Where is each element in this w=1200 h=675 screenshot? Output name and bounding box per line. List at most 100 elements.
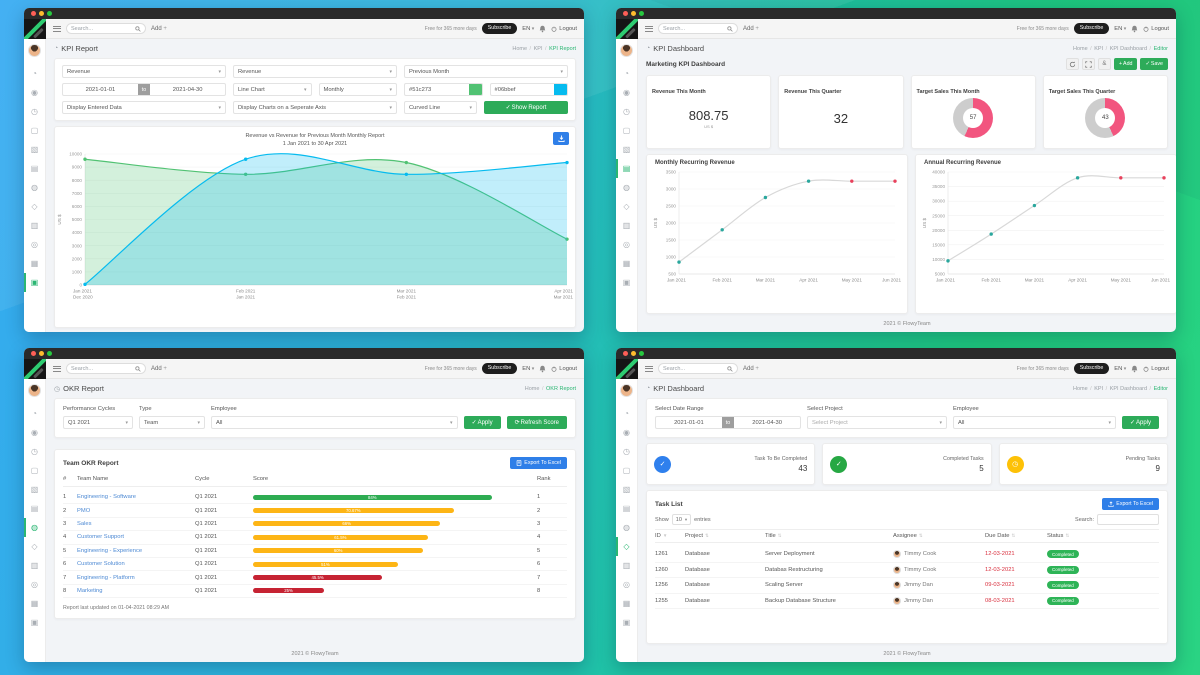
breadcrumb-segment[interactable]: KPI: [1094, 45, 1104, 52]
axis-mode-select[interactable]: Display Charts on a Seperate Axis: [233, 101, 397, 114]
refresh-dashboard-button[interactable]: [1065, 58, 1079, 70]
sidebar-calendar-icon[interactable]: ▦: [622, 599, 631, 608]
series1-color-swatch[interactable]: [468, 84, 482, 95]
sidebar-dashboard-icon[interactable]: ◔: [32, 69, 37, 78]
table-search-input[interactable]: [1097, 514, 1159, 525]
close-window-button[interactable]: [623, 11, 628, 16]
notifications-bell-icon[interactable]: [539, 365, 546, 373]
search-input[interactable]: Search...: [658, 23, 738, 34]
menu-toggle-icon[interactable]: [53, 25, 61, 32]
search-input[interactable]: Search...: [66, 23, 146, 34]
sidebar-door-icon[interactable]: ▢: [622, 126, 631, 135]
logout-button[interactable]: Logout: [1143, 366, 1169, 372]
sidebar-cloud-icon[interactable]: ◍: [623, 183, 630, 192]
menu-toggle-icon[interactable]: [53, 365, 61, 372]
user-avatar[interactable]: [620, 384, 633, 397]
cycle-select[interactable]: Q1 2021: [63, 416, 133, 429]
notifications-bell-icon[interactable]: [1131, 25, 1138, 33]
minimize-window-button[interactable]: [39, 11, 44, 16]
window-titlebar[interactable]: [24, 348, 584, 359]
sidebar-wallet-icon[interactable]: ▣: [622, 618, 631, 627]
sort-icon[interactable]: ⇅: [918, 533, 923, 538]
window-titlebar[interactable]: [616, 348, 1176, 359]
save-dashboard-button[interactable]: Save: [1140, 58, 1168, 70]
display-data-select[interactable]: Display Entered Data: [62, 101, 226, 114]
employee-select[interactable]: All: [211, 416, 458, 429]
line-style-select[interactable]: Curved Line: [404, 101, 478, 114]
sidebar-focus-icon[interactable]: ◎: [623, 240, 630, 249]
search-input[interactable]: Search...: [658, 363, 738, 374]
flowyteam-logo[interactable]: [616, 19, 638, 39]
logout-button[interactable]: Logout: [551, 26, 577, 32]
breadcrumb-segment[interactable]: Home: [512, 45, 528, 52]
sidebar-wallet-icon[interactable]: ▣: [24, 273, 45, 292]
sidebar-target-icon[interactable]: ◇: [31, 202, 38, 211]
sort-icon[interactable]: ⇅: [1065, 533, 1070, 538]
menu-toggle-icon[interactable]: [645, 25, 653, 32]
breadcrumb[interactable]: Home / OKR Report: [525, 386, 576, 392]
sidebar-target-icon[interactable]: ◇: [31, 542, 38, 551]
sidebar-hourglass-icon[interactable]: ▧: [30, 485, 39, 494]
sidebar-tasks-icon[interactable]: ▤: [30, 504, 39, 513]
logout-button[interactable]: Logout: [1143, 26, 1169, 32]
kpi-select-1[interactable]: Revenue: [62, 65, 226, 78]
sidebar-calendar-icon[interactable]: ▦: [30, 599, 39, 608]
logout-button[interactable]: Logout: [551, 366, 577, 372]
language-selector[interactable]: EN: [1114, 26, 1126, 32]
sidebar-dashboard-icon[interactable]: ◔: [624, 69, 629, 78]
language-selector[interactable]: EN: [1114, 366, 1126, 372]
sidebar-wallet-icon[interactable]: ▣: [30, 618, 39, 627]
subscribe-button[interactable]: Subscribe: [481, 363, 518, 374]
task-table-row[interactable]: 1260 Database Databas Restructuring Timm…: [655, 563, 1159, 578]
notifications-bell-icon[interactable]: [1131, 365, 1138, 373]
add-menu[interactable]: Add +: [743, 25, 759, 32]
sidebar-cloud-icon[interactable]: ◍: [623, 523, 630, 532]
add-widget-button[interactable]: Add: [1113, 58, 1138, 70]
sidebar-hourglass-icon[interactable]: ▧: [622, 145, 631, 154]
task-table-row[interactable]: 1256 Database Scaling Server Jimmy Dan 0…: [655, 578, 1159, 594]
sidebar-tasks-icon[interactable]: ▤: [622, 504, 631, 513]
kpi-select-2[interactable]: Revenue: [233, 65, 397, 78]
close-window-button[interactable]: [623, 351, 628, 356]
export-to-excel-button[interactable]: Export To Excel: [1102, 498, 1159, 510]
sidebar-focus-icon[interactable]: ◎: [623, 580, 630, 589]
add-menu[interactable]: Add +: [151, 25, 167, 32]
sidebar-people-icon[interactable]: ◉: [31, 88, 38, 97]
add-menu[interactable]: Add +: [151, 365, 167, 372]
sidebar-notes-icon[interactable]: ▥: [30, 221, 39, 230]
team-name-link[interactable]: PMO: [77, 507, 91, 514]
series2-color-input[interactable]: #06bbef: [489, 83, 568, 96]
breadcrumb[interactable]: Home / KPI / KPI Dashboard / Editor: [1073, 46, 1168, 52]
sidebar-tasks-icon[interactable]: ▤: [30, 164, 39, 173]
show-report-button[interactable]: Show Report: [484, 101, 568, 114]
breadcrumb-segment[interactable]: Home: [524, 385, 540, 392]
minimize-window-button[interactable]: [39, 351, 44, 356]
breadcrumb-segment[interactable]: Editor: [1153, 45, 1168, 52]
subscribe-button[interactable]: Subscribe: [1073, 23, 1110, 34]
zoom-window-button[interactable]: [639, 351, 644, 356]
task-table-row[interactable]: 1261 Database Server Deployment Timmy Co…: [655, 547, 1159, 563]
sidebar-dashboard-icon[interactable]: ◔: [624, 409, 629, 418]
sidebar-people-icon[interactable]: ◉: [623, 88, 630, 97]
close-window-button[interactable]: [31, 351, 36, 356]
window-titlebar[interactable]: [24, 8, 584, 19]
sidebar-door-icon[interactable]: ▢: [30, 466, 39, 475]
notifications-bell-icon[interactable]: [539, 25, 546, 33]
subscribe-button[interactable]: Subscribe: [1073, 363, 1110, 374]
apply-button[interactable]: Apply: [1121, 416, 1159, 429]
date-range-input[interactable]: 2021-01-01 to 2021-04-30: [655, 416, 801, 429]
sidebar-calendar-icon[interactable]: ▦: [30, 259, 39, 268]
zoom-window-button[interactable]: [47, 11, 52, 16]
sidebar-target-icon[interactable]: ◇: [616, 537, 637, 556]
close-window-button[interactable]: [31, 11, 36, 16]
flowyteam-logo[interactable]: [24, 359, 46, 379]
breadcrumb-segment[interactable]: KPI: [1094, 385, 1104, 392]
flowyteam-logo[interactable]: [24, 19, 46, 39]
team-name-link[interactable]: Engineering - Experience: [77, 547, 143, 554]
interval-select[interactable]: Monthly: [318, 83, 397, 96]
sidebar-cloud-icon[interactable]: ◍: [24, 518, 45, 537]
sidebar-hourglass-icon[interactable]: ▧: [30, 145, 39, 154]
sidebar-people-icon[interactable]: ◉: [623, 428, 630, 437]
user-avatar[interactable]: [28, 384, 41, 397]
breadcrumb-segment[interactable]: Editor: [1153, 385, 1168, 392]
